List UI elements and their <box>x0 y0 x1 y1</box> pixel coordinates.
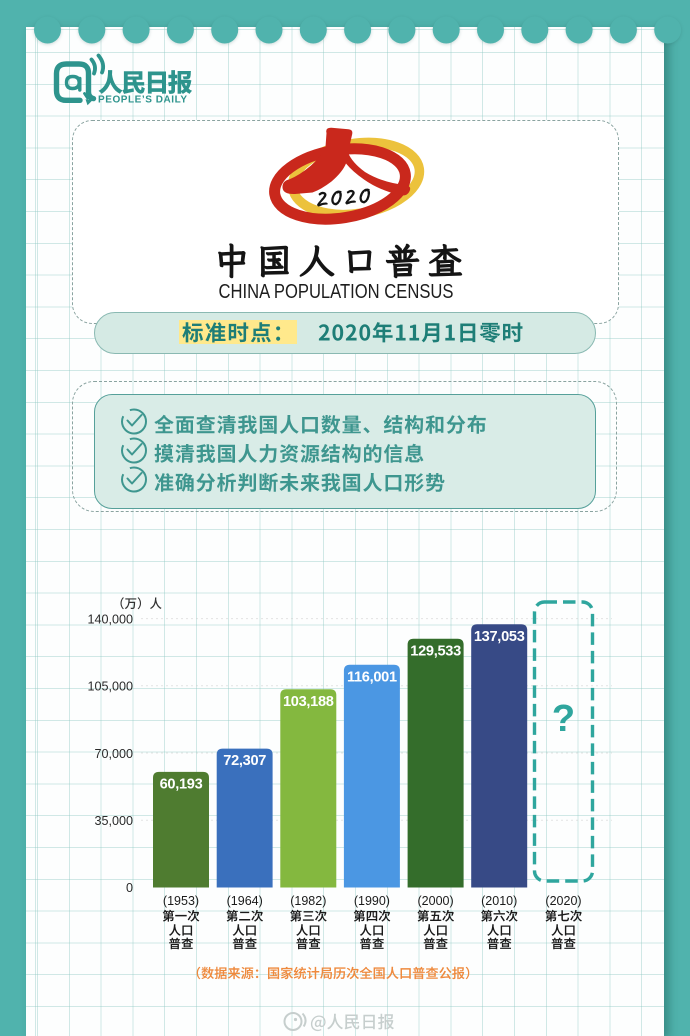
svg-text:?: ? <box>552 698 575 740</box>
svg-text:129,533: 129,533 <box>410 643 461 659</box>
svg-text:103,188: 103,188 <box>283 694 334 710</box>
svg-text:(1982): (1982) <box>290 894 326 908</box>
svg-text:0: 0 <box>126 881 133 895</box>
svg-text:72,307: 72,307 <box>223 753 266 769</box>
svg-text:35,000: 35,000 <box>94 814 133 828</box>
svg-text:(2020): (2020) <box>545 894 581 908</box>
svg-text:PEOPLE’S DAILY: PEOPLE’S DAILY <box>98 95 188 106</box>
svg-text:137,053: 137,053 <box>474 629 525 645</box>
svg-text:116,001: 116,001 <box>347 669 397 685</box>
svg-text:60,193: 60,193 <box>160 777 203 793</box>
svg-text:105,000: 105,000 <box>87 680 133 694</box>
svg-text:(2000): (2000) <box>418 894 454 908</box>
svg-text:(2010): (2010) <box>481 894 517 908</box>
svg-text:(1953): (1953) <box>163 894 199 908</box>
svg-text:(1964): (1964) <box>227 894 263 908</box>
svg-text:140,000: 140,000 <box>87 612 133 626</box>
svg-text:(1990): (1990) <box>354 894 390 908</box>
svg-text:70,000: 70,000 <box>94 747 133 761</box>
